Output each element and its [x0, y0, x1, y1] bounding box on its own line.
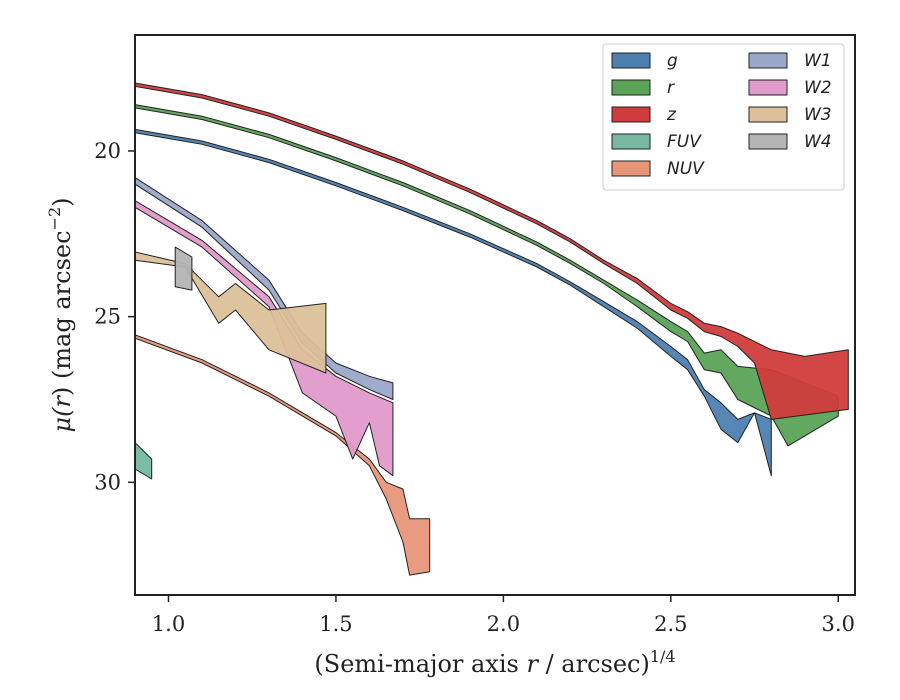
legend-label-nuv: NUV — [667, 159, 705, 179]
x-tick-label: 2.5 — [654, 612, 687, 636]
area-r — [135, 104, 839, 447]
x-tick-label: 3.0 — [822, 612, 855, 636]
area-fuv — [135, 442, 153, 480]
legend-label-w3: W3 — [804, 105, 832, 125]
plot-frame — [134, 34, 856, 596]
area-g — [135, 128, 772, 477]
y-axis: 20 25 30 — [94, 139, 135, 494]
legend-swatch-w3 — [748, 106, 788, 123]
y-tick-label: 30 — [94, 470, 121, 494]
legend-label-w4: W4 — [804, 132, 832, 152]
legend-swatch-w1 — [748, 52, 788, 69]
y-axis-label: μ(r) (mag arcsec−2) — [45, 197, 76, 432]
area-w4 — [174, 246, 193, 291]
area-nuv — [135, 334, 431, 576]
legend-swatch-g — [611, 52, 651, 69]
legend-swatch-fuv — [611, 133, 651, 150]
legend: grz FUV NUV W1 W2 W3 W4 — [602, 43, 845, 191]
legend-swatch-r — [611, 79, 651, 96]
legend-label-z: z — [666, 105, 677, 125]
legend-label-r: r — [667, 78, 675, 98]
x-axis: 1.0 1.5 2.0 2.5 3.0 — [152, 595, 855, 636]
legend-swatch-z — [611, 106, 651, 123]
series-areas — [135, 82, 849, 576]
legend-label-g: g — [667, 51, 678, 71]
legend-label-w2: W2 — [804, 78, 832, 98]
legend-swatch-w4 — [748, 133, 788, 150]
x-tick-label: 1.5 — [319, 612, 352, 636]
area-w1 — [135, 177, 394, 400]
legend-swatch-w2 — [748, 79, 788, 96]
legend-label-fuv: FUV — [667, 132, 702, 152]
x-tick-label: 2.0 — [487, 612, 520, 636]
legend-swatch-nuv — [611, 160, 651, 177]
area-z — [135, 82, 849, 420]
y-tick-label: 25 — [94, 305, 121, 329]
y-tick-label: 20 — [94, 139, 121, 163]
legend-label-w1: W1 — [804, 51, 832, 71]
x-tick-label: 1.0 — [152, 612, 185, 636]
x-axis-label: (Semi-major axis r / arcsec)1/4 — [314, 647, 675, 678]
